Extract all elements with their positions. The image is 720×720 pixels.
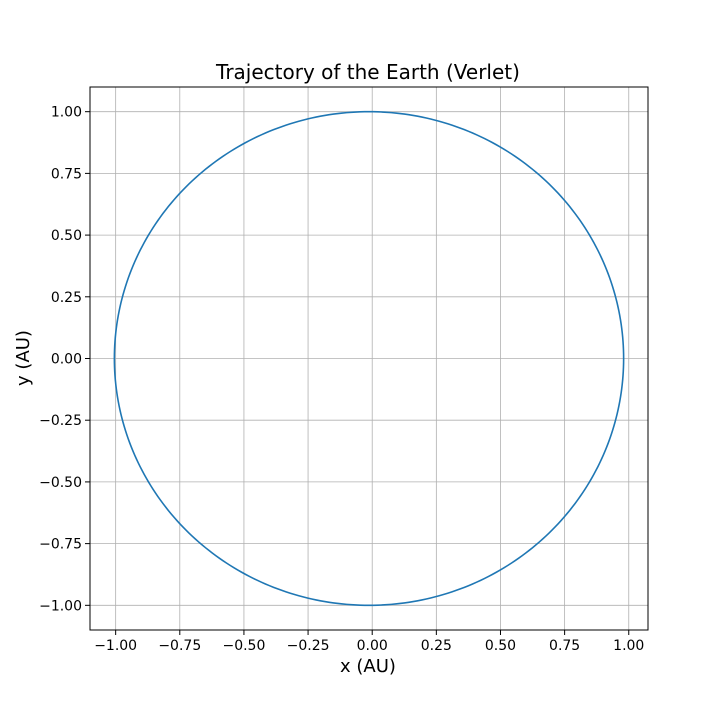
trajectory-line — [113, 110, 625, 607]
y-tick-label: 0.50 — [51, 228, 82, 244]
x-tick-label: 0.00 — [357, 638, 388, 654]
y-tick-label: 0.75 — [51, 166, 82, 182]
x-tick-label: 0.50 — [485, 638, 516, 654]
y-tick-label: 1.00 — [51, 105, 82, 121]
y-tick-label: −0.25 — [39, 413, 82, 429]
x-tick-label: −0.75 — [158, 638, 201, 654]
x-tick-label: −0.25 — [287, 638, 330, 654]
x-tick-label: 0.75 — [549, 638, 580, 654]
x-axis-label: x (AU) — [340, 656, 396, 677]
y-tick-label: −1.00 — [39, 598, 82, 614]
chart-title: Trajectory of the Earth (Verlet) — [215, 60, 520, 84]
x-tick-label: −0.50 — [222, 638, 265, 654]
y-tick-label: 0.25 — [51, 290, 82, 306]
x-tick-label: 1.00 — [613, 638, 644, 654]
series-layer — [113, 110, 625, 607]
y-tick-label: −0.75 — [39, 537, 82, 553]
x-tick-label: −1.00 — [94, 638, 137, 654]
y-tick-label: 0.00 — [51, 352, 82, 368]
y-axis: 1.00 0.75 0.50 0.25 0.00 −0.25 −0.50 −0.75 −1.00 — [39, 105, 90, 614]
x-tick-label: 0.25 — [421, 638, 452, 654]
y-tick-label: −0.50 — [39, 475, 82, 491]
x-axis: −1.00 −0.75 −0.50 −0.25 0.00 0.25 0.50 0.75 1.00 — [94, 630, 644, 654]
y-axis-label: y (AU) — [13, 330, 34, 386]
